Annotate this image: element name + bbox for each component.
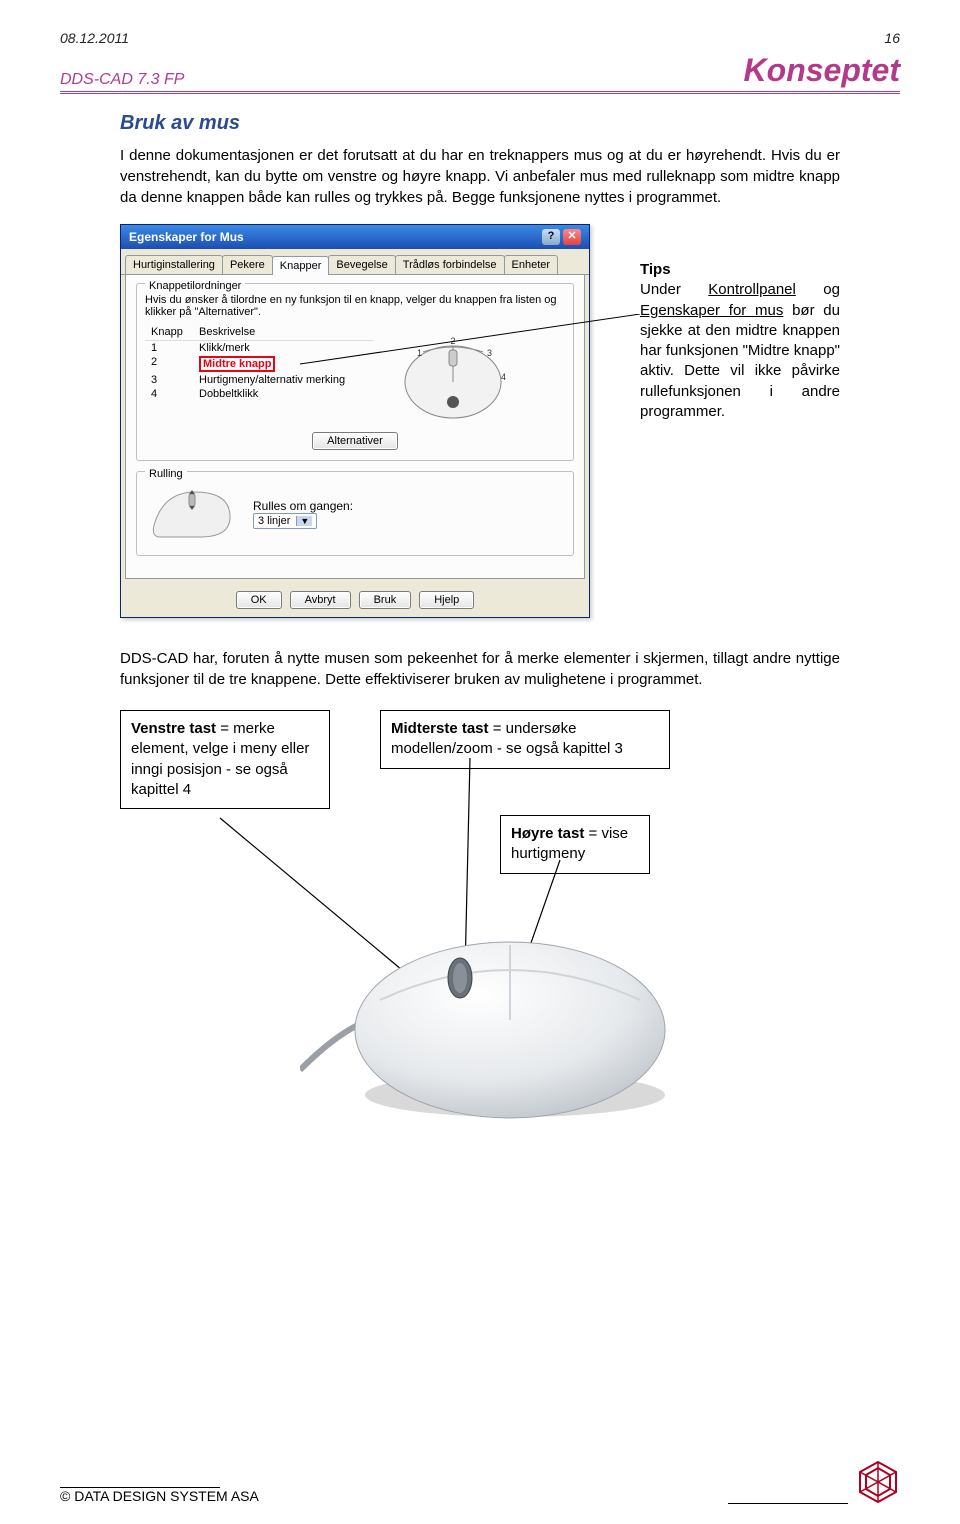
highlighted-midtre-knapp: Midtre knapp [199, 356, 275, 372]
fieldset-rulling-title: Rulling [145, 468, 187, 480]
dialog-tab-strip: Hurtiginstallering Pekere Knapper Bevege… [121, 249, 589, 275]
header-product: DDS-CAD 7.3 FP [60, 71, 184, 89]
th-beskrivelse: Beskrivelse [193, 324, 373, 340]
tab-tradlos[interactable]: Trådløs forbindelse [395, 255, 505, 274]
callout-middle-button: Midterste tast = undersøke modellen/zoom… [380, 710, 670, 769]
tips-box: Tips Under Kontrollpanel og Egenskaper f… [640, 260, 840, 422]
section-title: Bruk av mus [120, 112, 840, 135]
svg-text:4: 4 [501, 372, 506, 382]
cancel-button[interactable]: Avbryt [290, 591, 351, 609]
table-row: 2 Midtre knapp [145, 355, 373, 373]
help-button[interactable]: Hjelp [419, 591, 474, 609]
section-para2: DDS-CAD har, foruten å nytte musen som p… [120, 648, 840, 690]
knapp-table: Knapp Beskrivelse 1 Klikk/merk 2 [145, 324, 373, 401]
scroll-label: Rulles om gangen: [253, 499, 353, 513]
callout-left-button: Venstre tast = merke element, velge i me… [120, 710, 330, 809]
tab-bevegelse[interactable]: Bevegelse [328, 255, 395, 274]
tips-title: Tips [640, 261, 671, 278]
apply-button[interactable]: Bruk [359, 591, 412, 609]
fieldset-knappetilordninger-title: Knappetilordninger [145, 280, 245, 292]
help-icon[interactable]: ? [542, 229, 560, 245]
mouse-side-icon [145, 482, 235, 545]
footer-company: © DATA DESIGN SYSTEM ASA [60, 1488, 259, 1504]
tab-hurtiginstallering[interactable]: Hurtiginstallering [125, 255, 223, 274]
fieldset-knappetilordninger-text: Hvis du ønsker å tilordne en ny funksjon… [145, 294, 565, 318]
callout-right-button: Høyre tast = vise hurtigmeny [500, 815, 650, 874]
chevron-down-icon: ▼ [296, 516, 312, 526]
th-knapp: Knapp [145, 324, 193, 340]
table-row: 1 Klikk/merk [145, 341, 373, 355]
mouse-callout-diagram: Venstre tast = merke element, velge i me… [120, 710, 840, 1130]
table-row: 4 Dobbeltklikk [145, 387, 373, 401]
company-logo-icon [856, 1460, 900, 1504]
table-row: 3 Hurtigmeny/alternativ merking [145, 373, 373, 387]
tab-pekere[interactable]: Pekere [222, 255, 273, 274]
tab-enheter[interactable]: Enheter [504, 255, 559, 274]
tab-knapper[interactable]: Knapper [272, 256, 330, 275]
header-date: 08.12.2011 [60, 30, 129, 46]
header-concept: Konseptet [744, 52, 900, 89]
ok-button[interactable]: OK [236, 591, 282, 609]
svg-text:1: 1 [417, 348, 422, 358]
scroll-amount-dropdown[interactable]: 3 linjer ▼ [253, 513, 317, 529]
dialog-title: Egenskaper for Mus [129, 230, 244, 244]
close-icon[interactable]: ✕ [563, 229, 581, 245]
svg-text:3: 3 [487, 348, 492, 358]
alternativer-button[interactable]: Alternativer [312, 432, 398, 450]
svg-text:2: 2 [450, 336, 455, 346]
section-para1: I denne dokumentasjonen er det forutsatt… [120, 145, 840, 208]
header-divider [60, 91, 900, 94]
header-page-number: 16 [884, 30, 900, 46]
mouse-photo-icon [300, 910, 680, 1133]
mouse-diagram-icon: 1 2 3 4 [383, 324, 523, 424]
mouse-properties-dialog: Egenskaper for Mus ? ✕ Hurtiginstallerin… [120, 224, 590, 618]
